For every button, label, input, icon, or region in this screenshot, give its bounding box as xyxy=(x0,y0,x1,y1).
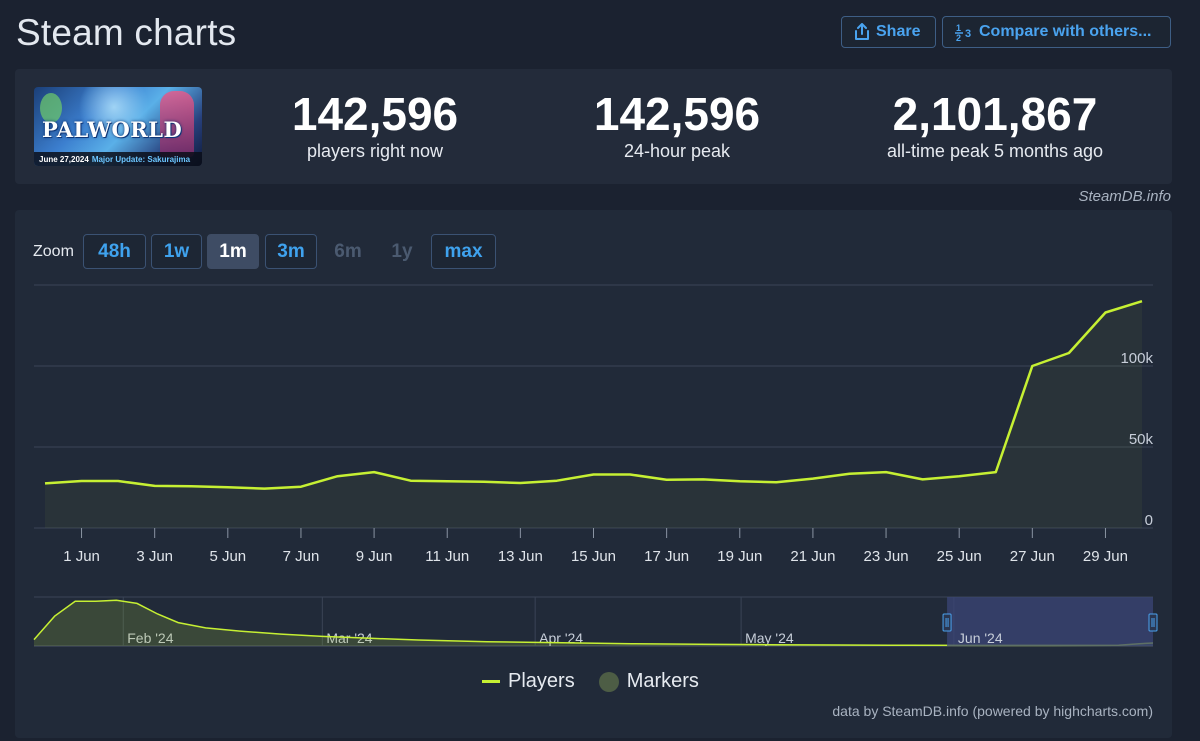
zoom-label: Zoom xyxy=(33,243,74,260)
zoom-1y-button: 1y xyxy=(391,240,413,262)
svg-text:1: 1 xyxy=(956,23,961,33)
stat-value: 142,596 xyxy=(593,88,761,140)
chart-legend: Players Markers xyxy=(482,670,699,693)
x-tick-label: 7 Jun xyxy=(283,548,320,565)
source-note[interactable]: SteamDB.info xyxy=(1078,188,1171,205)
markers-dot-swatch xyxy=(598,671,619,692)
stat-label: 24-hour peak xyxy=(623,141,731,161)
stat-value: 142,596 xyxy=(291,88,459,140)
navigator-month-label: Jun '24 xyxy=(958,630,1003,646)
banner-update: Major Update: Sakurajima xyxy=(91,154,191,164)
svg-text:3: 3 xyxy=(965,28,971,40)
navigator-area xyxy=(34,600,1153,646)
banner-creature xyxy=(40,93,62,123)
y-tick-label: 0 xyxy=(1145,512,1153,529)
banner-character xyxy=(160,91,194,157)
stat-value: 2,101,867 xyxy=(892,88,1098,140)
zoom-3m-button[interactable]: 3m xyxy=(265,234,317,269)
navigator-left-handle[interactable] xyxy=(942,613,952,632)
stat-all-time-peak: 2,101,867 all-time peak 5 months ago xyxy=(855,89,1135,162)
stat-label: all-time peak 5 months ago xyxy=(886,141,1104,161)
x-tick-label: 19 Jun xyxy=(717,548,762,565)
stats-panel: PALWORLD June 27,2024 Major Update: Saku… xyxy=(15,69,1172,184)
navigator-month-label: Feb '24 xyxy=(127,630,173,646)
fraction-icon: 1 2 3 xyxy=(955,23,971,42)
zoom-max-button[interactable]: max xyxy=(431,234,496,269)
navigator-right-handle[interactable] xyxy=(1148,613,1158,632)
x-tick-label: 15 Jun xyxy=(571,548,616,565)
legend-label-players: Players xyxy=(508,670,575,692)
banner-glow xyxy=(74,87,154,137)
navigator-month-label: May '24 xyxy=(745,630,794,646)
y-tick-label: 100k xyxy=(1120,350,1153,367)
share-icon xyxy=(855,23,869,40)
x-tick-label: 27 Jun xyxy=(1010,548,1055,565)
x-tick-label: 23 Jun xyxy=(864,548,909,565)
legend-label-markers: Markers xyxy=(626,670,699,692)
compare-button[interactable]: 1 2 3 Compare with others... xyxy=(942,16,1171,48)
stat-24h-peak: 142,596 24-hour peak xyxy=(537,89,817,162)
players-series-line[interactable] xyxy=(44,300,1143,490)
players-line-swatch xyxy=(482,680,500,683)
share-button[interactable]: Share xyxy=(841,16,936,48)
zoom-6m-button: 6m xyxy=(334,240,362,262)
game-banner[interactable]: PALWORLD June 27,2024 Major Update: Saku… xyxy=(34,87,202,166)
navigator-selection[interactable] xyxy=(947,597,1153,646)
svg-text:2: 2 xyxy=(956,33,961,42)
zoom-1w-button[interactable]: 1w xyxy=(151,234,202,269)
x-tick-label: 17 Jun xyxy=(644,548,689,565)
legend-item-players[interactable]: Players xyxy=(482,670,575,693)
stat-players-now: 142,596 players right now xyxy=(235,89,515,162)
chart-credits[interactable]: data by SteamDB.info (powered by highcha… xyxy=(832,703,1153,719)
page-title: Steam charts xyxy=(16,12,237,53)
x-tick-label: 29 Jun xyxy=(1083,548,1128,565)
x-tick-label: 25 Jun xyxy=(937,548,982,565)
zoom-48h-button[interactable]: 48h xyxy=(83,234,146,269)
legend-item-markers[interactable]: Markers xyxy=(598,670,699,693)
banner-caption: June 27,2024 Major Update: Sakurajima xyxy=(34,152,202,166)
x-tick-label: 1 Jun xyxy=(63,548,100,565)
y-tick-label: 50k xyxy=(1129,431,1154,448)
x-tick-label: 21 Jun xyxy=(790,548,835,565)
x-tick-label: 9 Jun xyxy=(356,548,393,565)
x-tick-label: 5 Jun xyxy=(209,548,246,565)
game-logo: PALWORLD xyxy=(42,117,183,142)
compare-button-label: Compare with others... xyxy=(979,23,1152,40)
banner-date: June 27,2024 xyxy=(39,154,89,164)
x-tick-label: 11 Jun xyxy=(425,548,469,565)
players-area xyxy=(45,301,1142,528)
stat-label: players right now xyxy=(306,141,444,161)
share-button-label: Share xyxy=(876,23,921,40)
zoom-1m-button[interactable]: 1m xyxy=(207,234,259,269)
x-tick-label: 13 Jun xyxy=(498,548,543,565)
x-tick-label: 3 Jun xyxy=(136,548,173,565)
